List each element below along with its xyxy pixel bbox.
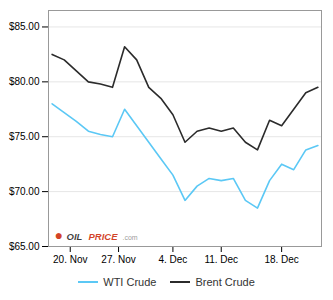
svg-text:$70.00: $70.00 xyxy=(9,186,40,197)
svg-text:$80.00: $80.00 xyxy=(9,76,40,87)
html-text:Brent Crude: Brent Crude xyxy=(195,276,255,288)
svg-text:OIL: OIL xyxy=(67,231,83,242)
svg-text:$65.00: $65.00 xyxy=(9,241,40,252)
html-text:WTI Crude: WTI Crude xyxy=(103,276,157,288)
svg-text:$85.00: $85.00 xyxy=(9,21,40,32)
svg-text:4. Dec: 4. Dec xyxy=(158,254,187,265)
svg-text:20. Nov: 20. Nov xyxy=(53,254,87,265)
svg-text:27. Nov: 27. Nov xyxy=(101,254,135,265)
svg-text:●: ● xyxy=(55,227,63,243)
svg-text:PRICE: PRICE xyxy=(89,231,119,242)
svg-text:11. Dec: 11. Dec xyxy=(204,254,238,265)
svg-text:$75.00: $75.00 xyxy=(9,131,40,142)
svg-text:.com: .com xyxy=(123,234,138,241)
svg-text:18. Dec: 18. Dec xyxy=(264,254,298,265)
